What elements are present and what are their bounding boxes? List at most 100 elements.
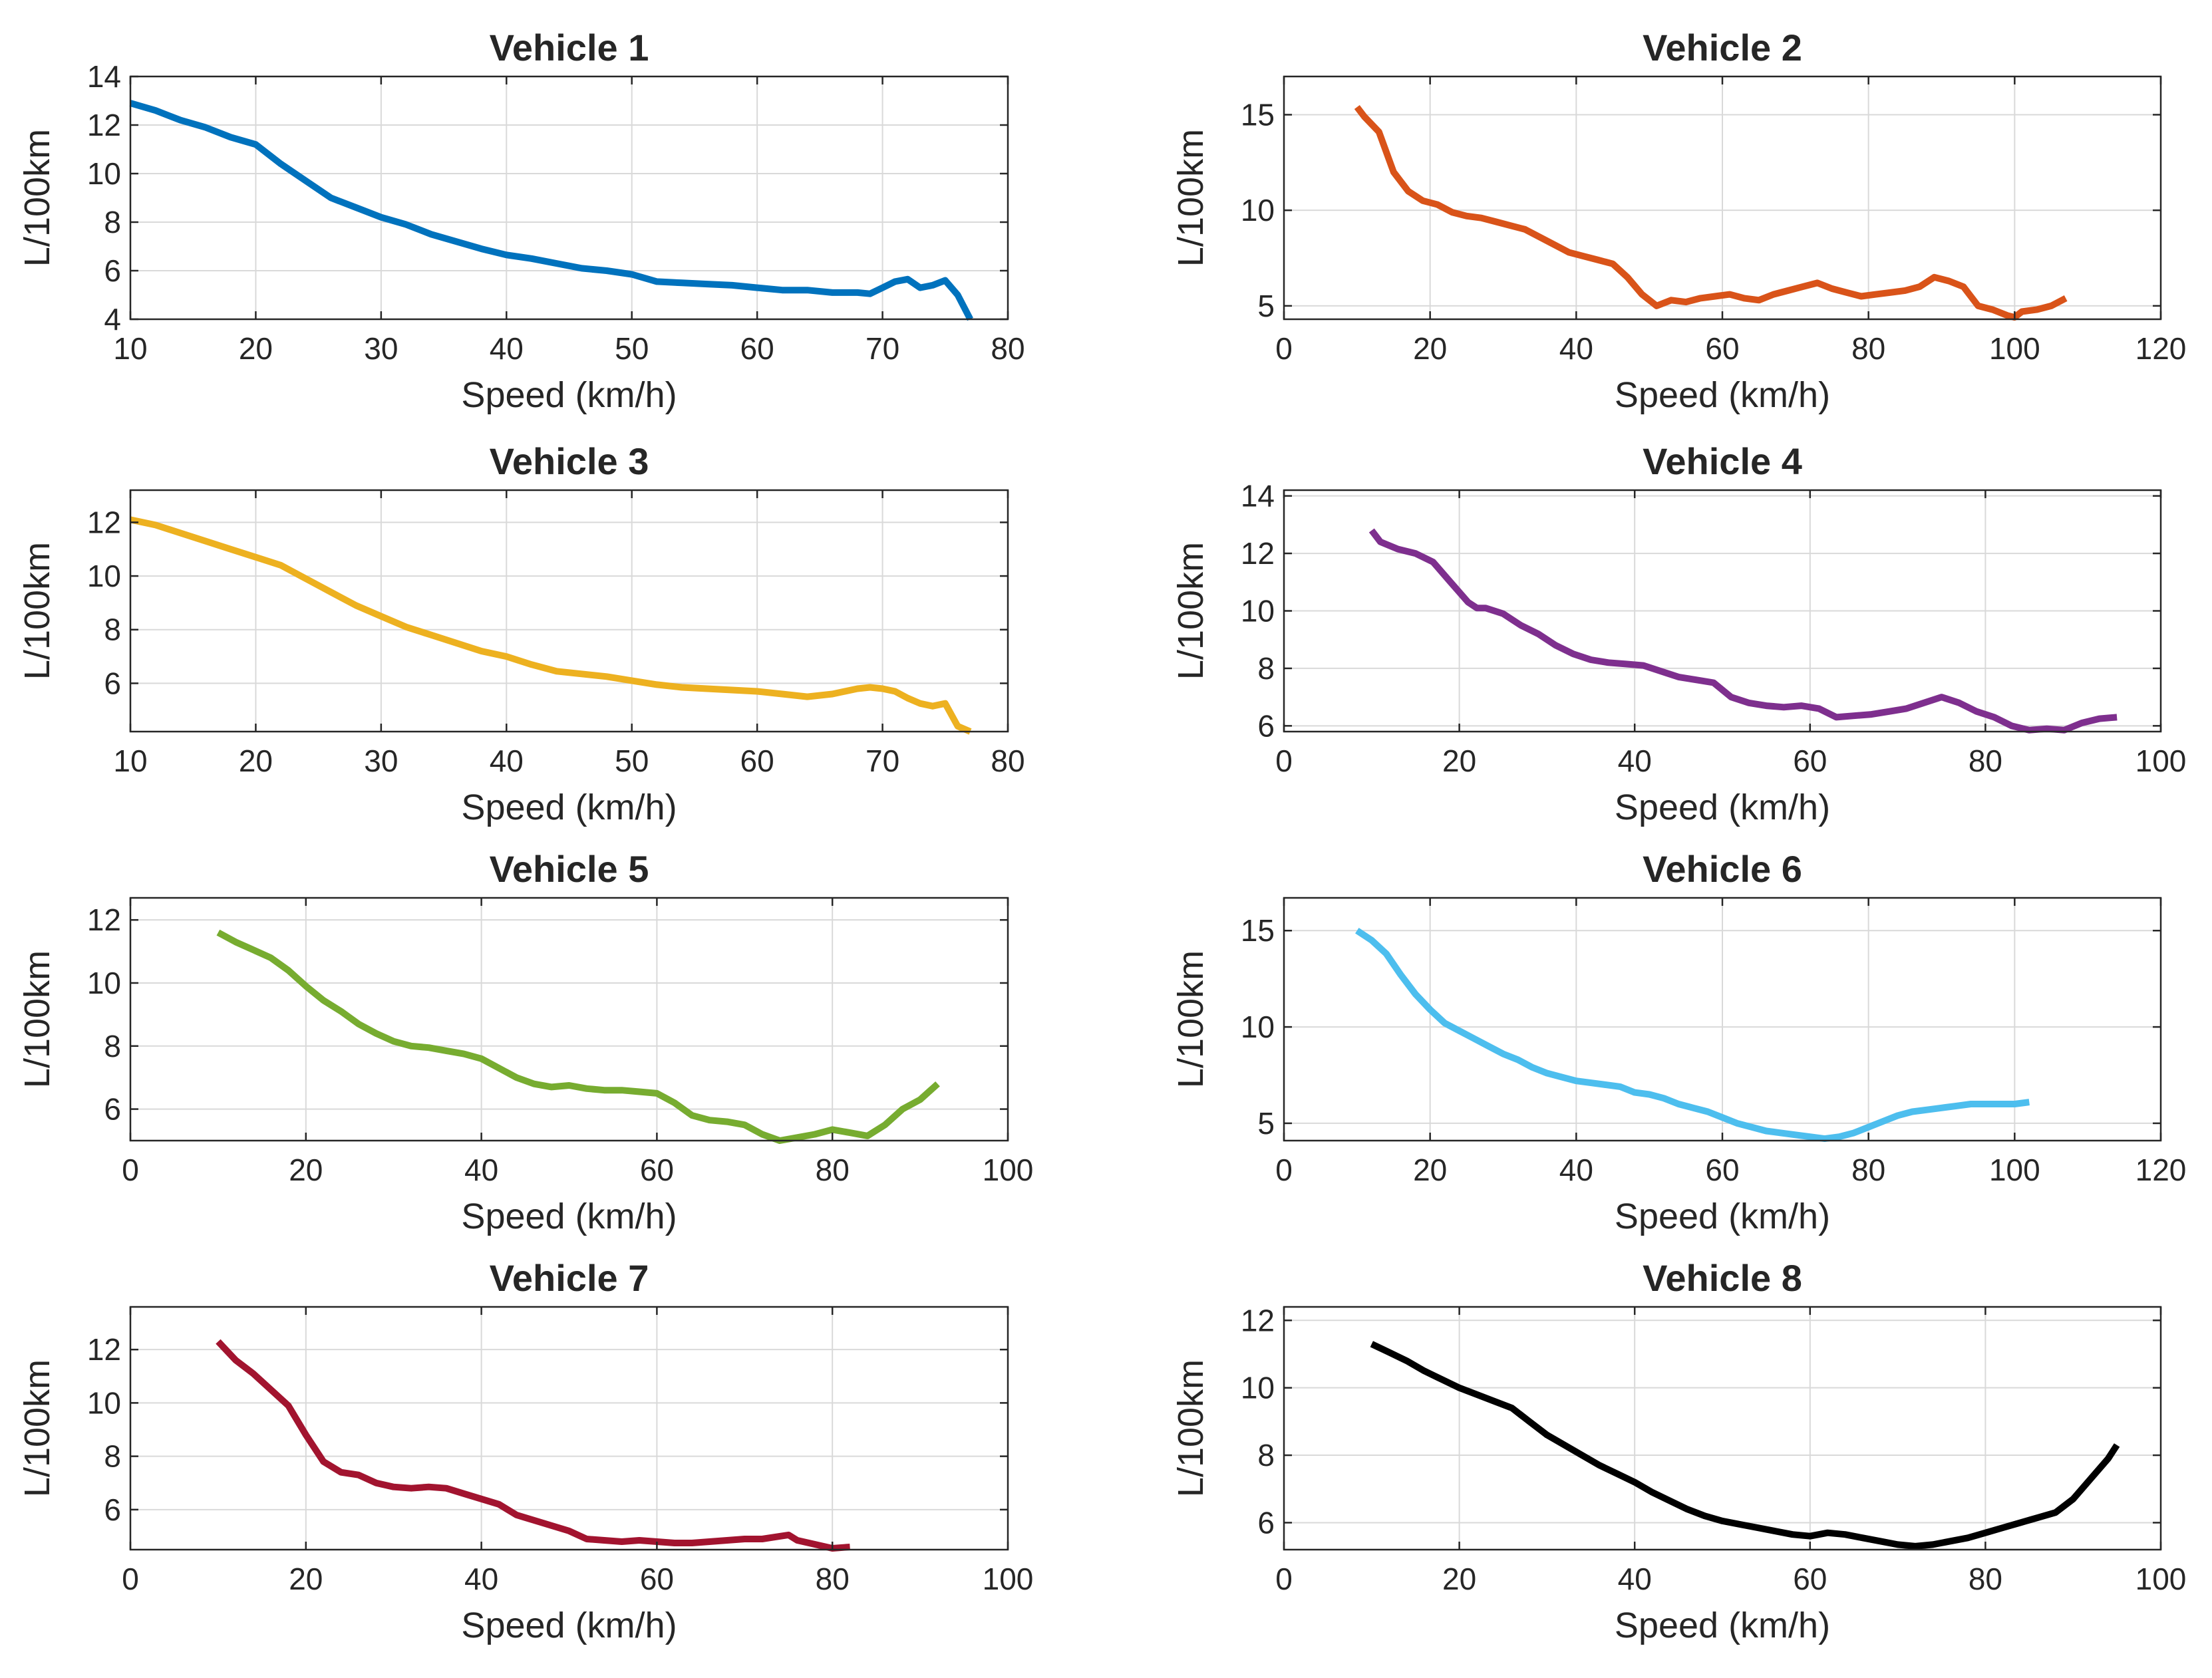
chart-title: Vehicle 5 [490, 848, 649, 890]
series-line-vehicle-1 [129, 100, 973, 321]
x-tick-label: 60 [1705, 1153, 1739, 1187]
y-tick-label: 12 [87, 505, 121, 539]
y-tick-label: 8 [104, 1439, 121, 1474]
x-tick-label: 60 [1793, 1562, 1827, 1596]
panel-vehicle-7: 0 20 40 60 80 100 6 8 10 12 Vehicle 7 Speed (km/h) L… [17, 1257, 1033, 1645]
y-tick-label: 12 [1241, 1303, 1275, 1337]
x-tick-label: 80 [991, 744, 1025, 778]
y-tick-label: 8 [1257, 651, 1275, 686]
y-tick-label: 14 [1241, 479, 1275, 513]
x-axis-label: Speed (km/h) [461, 375, 677, 415]
x-tick-label: 120 [2135, 1153, 2187, 1187]
x-tick-label: 40 [490, 331, 524, 366]
x-tick-label: 40 [490, 744, 524, 778]
x-tick-label: 80 [1969, 744, 2002, 778]
series-line-vehicle-2 [1354, 104, 2068, 321]
series-line-vehicle-8 [1370, 1341, 2120, 1550]
chart-title: Vehicle 2 [1643, 27, 1802, 69]
x-tick-label: 50 [615, 331, 649, 366]
panel-vehicle-1: 10 20 30 40 50 60 70 80 4 6 8 10 12 14 Vehicle 1 Speed … [17, 27, 1025, 415]
x-tick-label: 0 [1275, 1562, 1293, 1596]
x-tick-label: 70 [866, 331, 899, 366]
y-tick-label: 5 [1257, 289, 1275, 323]
x-axis-label: Speed (km/h) [461, 1196, 677, 1236]
x-tick-label: 80 [816, 1153, 850, 1187]
x-tick-label: 100 [983, 1153, 1034, 1187]
y-axis-label: L/100km [1171, 1359, 1211, 1497]
x-tick-label: 10 [113, 331, 147, 366]
x-tick-label: 70 [866, 744, 899, 778]
y-axis-label: L/100km [1171, 950, 1211, 1088]
chart-title: Vehicle 1 [490, 27, 649, 69]
axes-box [129, 897, 1009, 1142]
x-tick-label: 60 [1793, 744, 1827, 778]
panel-vehicle-4: 0 20 40 60 80 100 6 8 10 12 14 Vehicle 4 Speed (km/h… [1171, 440, 2186, 827]
axes-box [1283, 1306, 2162, 1551]
x-tick-label: 80 [816, 1562, 850, 1596]
chart-title: Vehicle 3 [490, 440, 649, 482]
x-tick-label: 40 [464, 1562, 498, 1596]
x-tick-label: 0 [1275, 744, 1293, 778]
x-tick-label: 0 [122, 1562, 139, 1596]
x-tick-label: 20 [1442, 744, 1476, 778]
x-tick-label: 100 [1989, 331, 2040, 366]
y-axis-label: L/100km [1171, 129, 1211, 267]
axes-box [129, 75, 1009, 321]
x-axis-label: Speed (km/h) [1615, 787, 1830, 827]
y-tick-label: 10 [1241, 193, 1275, 227]
series-line-vehicle-5 [216, 929, 940, 1144]
series-line-vehicle-7 [216, 1339, 850, 1552]
x-tick-label: 30 [364, 744, 398, 778]
x-tick-label: 30 [364, 331, 398, 366]
y-tick-label: 8 [104, 613, 121, 647]
x-tick-label: 20 [289, 1562, 323, 1596]
panel-vehicle-5: 0 20 40 60 80 100 6 8 10 12 Vehicle 5 Speed (km/h) L… [17, 848, 1033, 1236]
y-tick-label: 10 [1241, 594, 1275, 629]
x-tick-label: 100 [2135, 744, 2187, 778]
x-tick-label: 0 [1275, 1153, 1293, 1187]
x-tick-label: 20 [1413, 331, 1447, 366]
y-axis-label: L/100km [1171, 542, 1211, 680]
y-tick-label: 6 [1257, 1505, 1275, 1540]
y-tick-label: 10 [87, 966, 121, 1000]
x-tick-label: 100 [1989, 1153, 2040, 1187]
y-tick-label: 12 [1241, 536, 1275, 571]
y-tick-label: 6 [104, 1092, 121, 1127]
y-tick-label: 8 [104, 205, 121, 239]
x-tick-label: 0 [1275, 331, 1293, 366]
x-tick-label: 120 [2135, 331, 2187, 366]
x-tick-label: 0 [122, 1153, 139, 1187]
x-tick-label: 60 [640, 1562, 674, 1596]
y-tick-label: 6 [104, 1492, 121, 1527]
y-tick-label: 15 [1241, 913, 1275, 948]
y-tick-label: 10 [87, 1385, 121, 1420]
x-tick-label: 40 [1559, 1153, 1593, 1187]
series-line-vehicle-6 [1355, 928, 2030, 1143]
x-tick-label: 60 [640, 1153, 674, 1187]
x-axis-label: Speed (km/h) [461, 1606, 677, 1645]
x-tick-label: 20 [239, 744, 273, 778]
x-tick-label: 20 [1413, 1153, 1447, 1187]
x-tick-label: 100 [2135, 1562, 2187, 1596]
y-tick-label: 10 [87, 156, 121, 191]
y-tick-label: 15 [1241, 97, 1275, 132]
axes-box [129, 489, 1009, 733]
y-tick-label: 12 [87, 903, 121, 937]
y-tick-label: 12 [87, 108, 121, 142]
y-tick-label: 8 [104, 1029, 121, 1063]
x-tick-label: 10 [113, 744, 147, 778]
y-tick-label: 14 [87, 59, 121, 94]
y-tick-label: 6 [104, 666, 121, 700]
x-tick-label: 50 [615, 744, 649, 778]
x-tick-label: 20 [239, 331, 273, 366]
x-tick-label: 100 [983, 1562, 1034, 1596]
panel-vehicle-2: 0 20 40 60 80 100 120 5 10 15 Vehicle 2 Speed (km/h… [1171, 27, 2186, 415]
y-tick-label: 6 [104, 253, 121, 288]
y-axis-label: L/100km [17, 542, 57, 680]
y-axis-label: L/100km [17, 129, 57, 267]
chart-title: Vehicle 8 [1643, 1257, 1802, 1299]
panel-vehicle-6: 0 20 40 60 80 100 120 5 10 15 Vehicle 6 Speed (km/h… [1171, 848, 2186, 1236]
y-tick-label: 4 [104, 302, 121, 337]
